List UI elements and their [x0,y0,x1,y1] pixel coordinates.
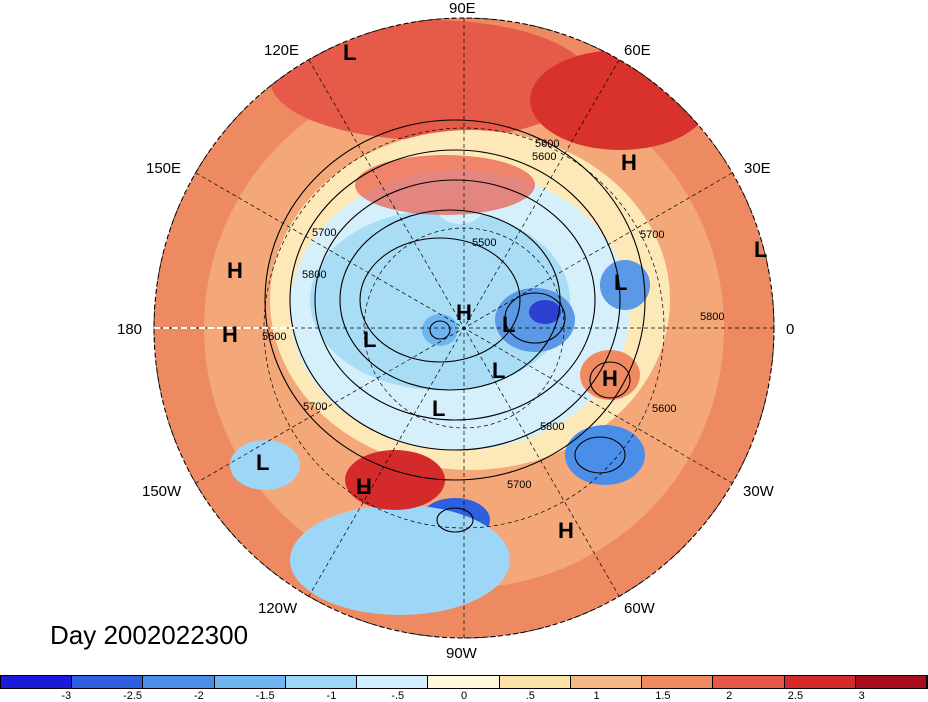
colorbar [0,675,928,689]
map-border [153,17,775,639]
contour-label: 5600 [262,331,286,343]
contour-label: 5700 [312,227,336,239]
colorbar-tick-label: -3 [61,690,72,702]
colorbar-swatch [1,676,73,688]
contour-labels: 5500 5600 5700 5800 5600 5700 5800 5700 5600 5800… [262,138,724,491]
colorbar-swatch [428,676,500,688]
pressure-center-l: L [432,396,446,421]
colorbar-tick-label: 2 [726,690,733,702]
colorbar-swatch [72,676,144,688]
colorbar-swatch [784,676,856,688]
pressure-center-h: H [558,518,574,543]
contour-label: 5700 [507,479,531,491]
pressure-center-h: H [621,150,637,175]
contour-label: 5800 [540,421,564,433]
colorbar-swatch [143,676,215,688]
pressure-center-l: L [492,358,506,383]
pressure-center-l: L [754,237,768,262]
contour-label: 5700 [640,229,664,241]
contour-label: 5600 [652,403,676,415]
pressure-center-h: H [227,258,243,283]
colorbar-tick-label: .5 [525,690,535,702]
colorbar-swatch [357,676,429,688]
pressure-center-h: H [356,474,372,499]
colorbar-tick-label: 1.5 [655,690,671,702]
colorbar-swatch [642,676,714,688]
pressure-center-l: L [502,312,516,337]
colorbar-swatch [855,676,928,688]
lon-label-120e: 120E [264,42,300,59]
contour-label: 5700 [303,401,327,413]
colorbar-tick-label: -.5 [391,690,405,702]
lon-label-30w: 30W [743,483,774,500]
lon-label-150e: 150E [146,160,182,177]
lon-label-90e: 90E [449,0,476,17]
colorbar-swatch [570,676,643,688]
colorbar-tick-label: -1.5 [255,690,275,702]
lon-label-180: 180 [117,321,143,338]
lon-label-30e: 30E [744,160,771,177]
lon-label-0: 0 [786,321,795,338]
colorbar-swatch [499,676,571,688]
lon-label-120w: 120W [258,600,298,617]
lon-label-60w: 60W [624,600,655,617]
colorbar-tick-label: 2.5 [787,690,804,702]
anomaly-field [154,18,774,638]
contour-label: 5800 [302,269,326,281]
contour-label: 5600 [535,138,559,150]
pressure-center-l: L [363,327,377,352]
colorbar-tick-label: -2 [193,690,204,702]
pressure-center-l: L [356,474,370,499]
contour-label: 5800 [700,311,724,323]
pressure-center-l: L [343,40,357,65]
colorbar-tick-label: -1 [326,690,337,702]
contour-label: 5600 [532,151,556,163]
colorbar-tick-label: 3 [858,690,865,702]
colorbar-tick-label: 1 [593,690,600,702]
date-title: Day 2002022300 [50,620,249,650]
pressure-center-h: H [456,300,472,325]
contour-label: 5500 [472,237,496,249]
lon-label-60e: 60E [624,42,651,59]
colorbar-tick-label: -2.5 [123,690,143,702]
height-contours [264,119,646,533]
colorbar-swatch [214,676,286,688]
pressure-center-l: L [256,450,270,475]
lon-label-90w: 90W [446,645,477,662]
pressure-center-l: L [614,270,628,295]
lon-label-150w: 150W [142,483,182,500]
pressure-center-h: H [222,322,238,347]
colorbar-swatch [713,676,785,688]
colorbar-swatch [285,676,358,688]
colorbar-tick-label: 0 [460,690,468,702]
pressure-center-h: H [602,366,618,391]
